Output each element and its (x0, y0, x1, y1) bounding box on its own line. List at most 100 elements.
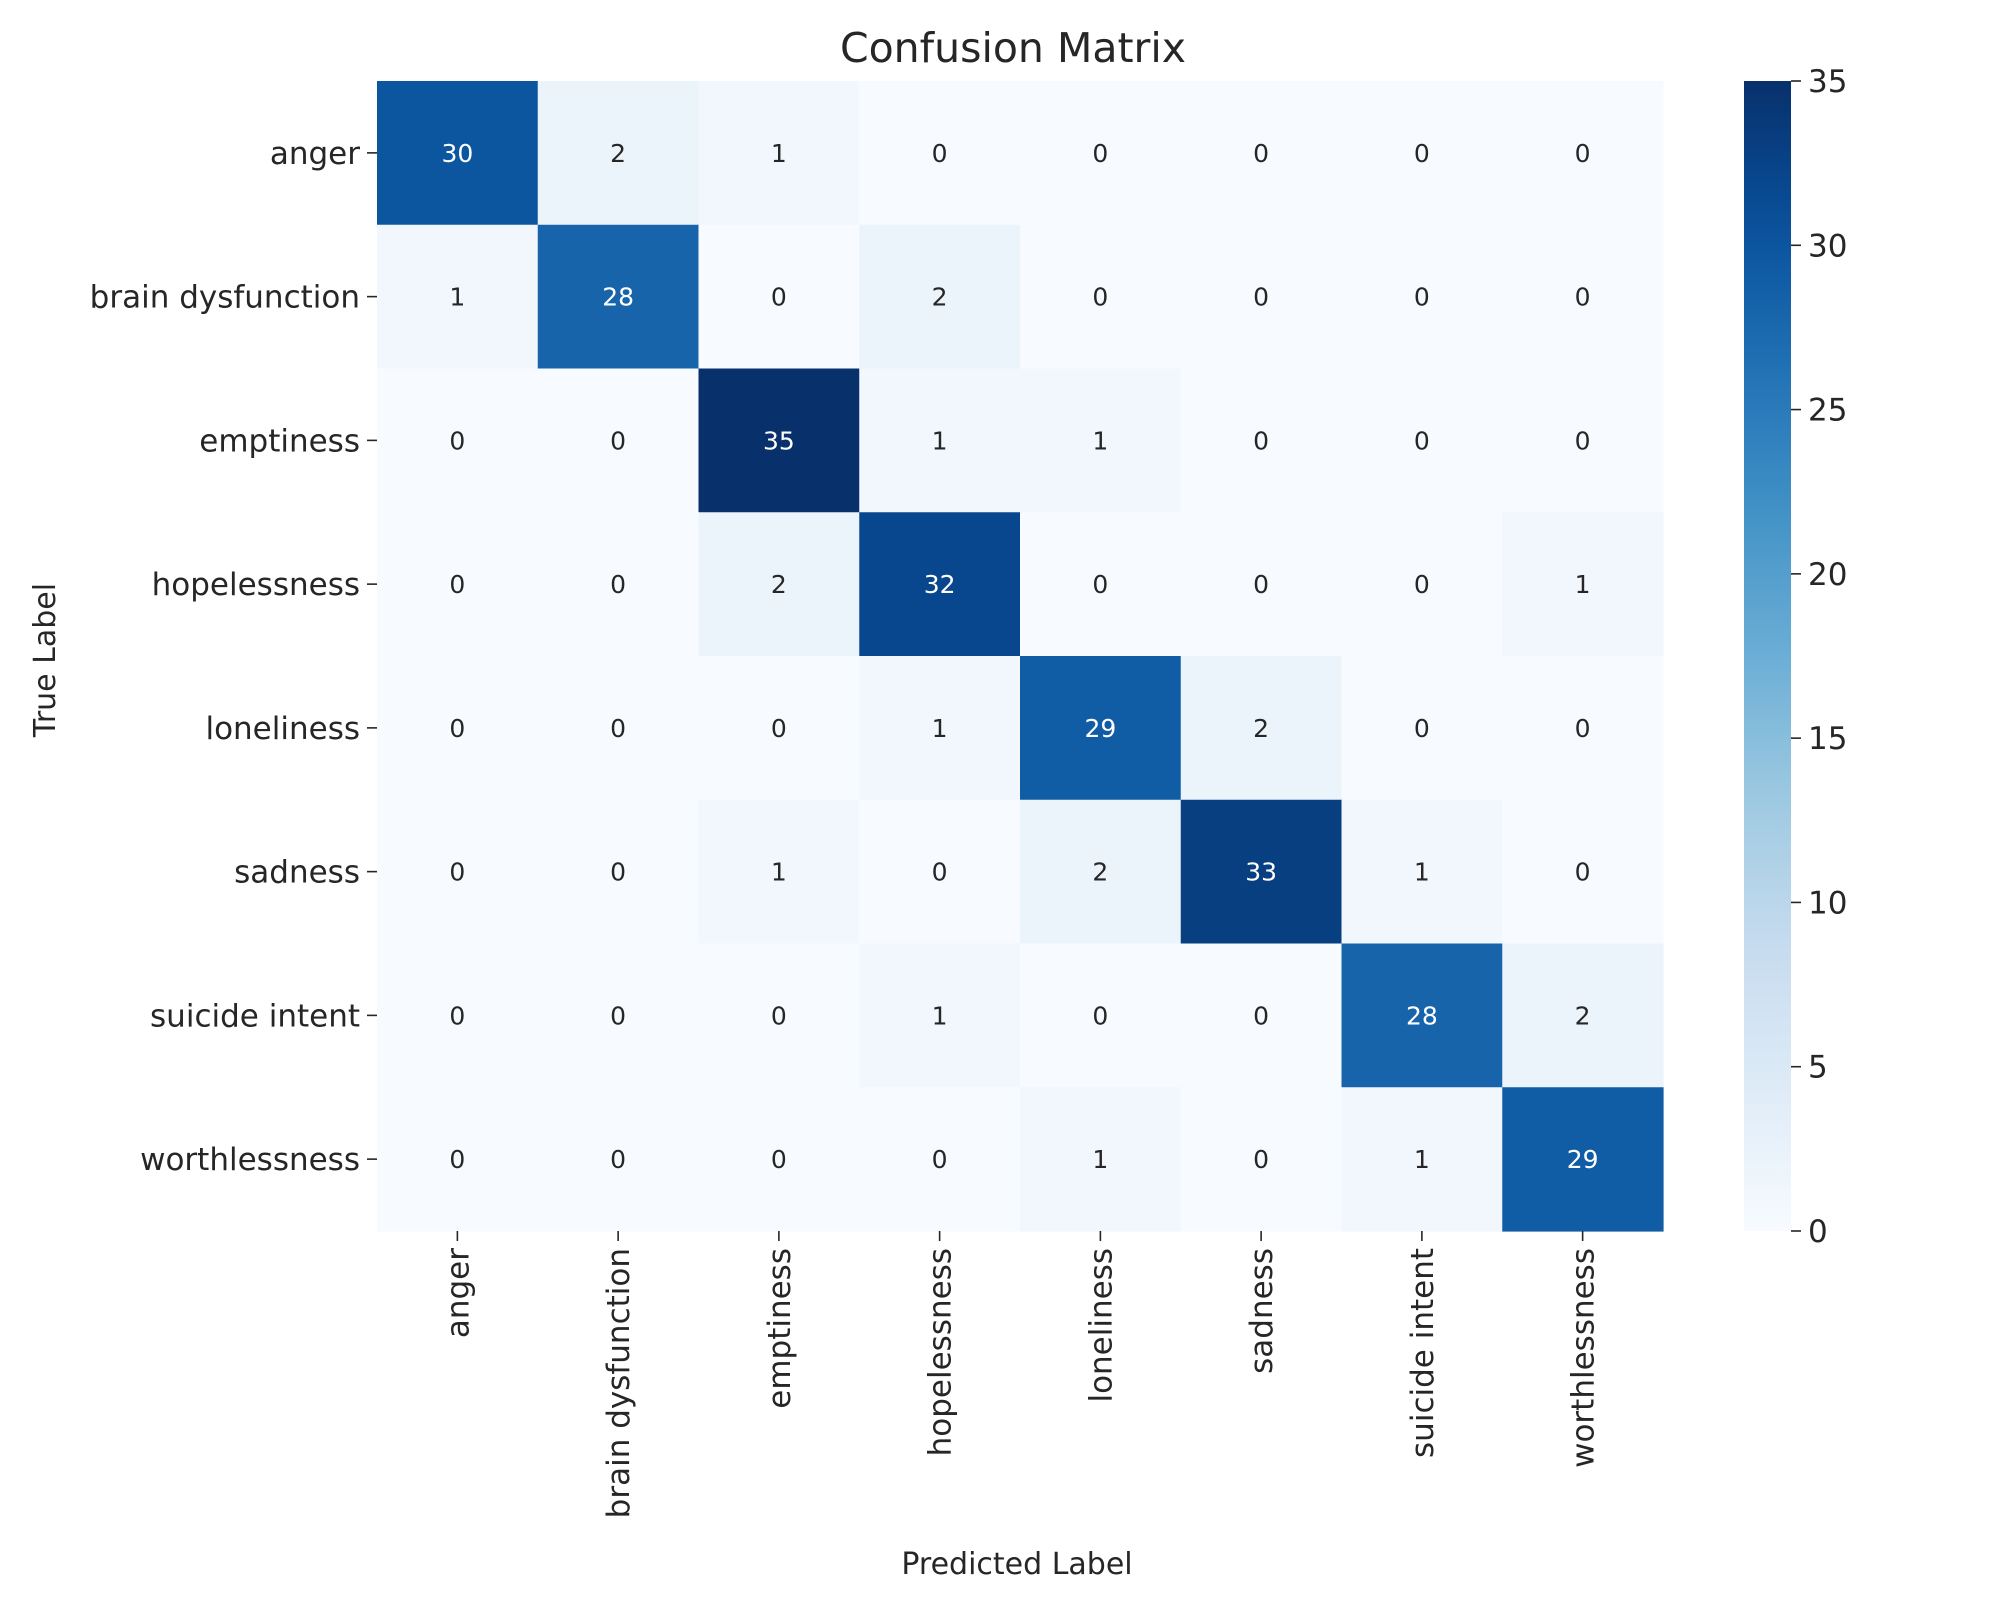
heatmap-cell (537, 512, 700, 657)
y-tick-label: brain dysfunction (90, 280, 360, 316)
heatmap-cell (537, 1087, 700, 1232)
x-tick-label: emptiness (762, 1248, 798, 1409)
cell-value-label: 0 (771, 283, 787, 312)
heatmap-cell (1180, 1087, 1343, 1232)
cell-value-label: 1 (1092, 1145, 1108, 1174)
heatmap-cell (1180, 368, 1343, 513)
heatmap-cell (1180, 656, 1343, 801)
cell-value-label: 0 (1253, 283, 1269, 312)
x-axis-ticks: anger brain dysfunction emptiness hopelessn… (440, 1231, 1602, 1518)
cell-value-label: 2 (1253, 714, 1269, 743)
cell-value-label: 0 (610, 426, 626, 455)
heatmap-cell (1341, 943, 1503, 1088)
cell-value-label: 1 (1414, 858, 1430, 887)
cell-value-label: 0 (449, 570, 465, 599)
cell-value-label: 0 (1092, 139, 1108, 168)
heatmap-cell (698, 368, 860, 513)
y-tick-label: sadness (234, 855, 360, 891)
heatmap-cell (1020, 656, 1182, 801)
cell-value-label: 0 (1092, 283, 1108, 312)
y-axis-label: True Label (28, 583, 63, 738)
cell-value-label: 0 (932, 1145, 948, 1174)
y-tick-label: worthlessness (140, 1142, 360, 1178)
cell-value-label: 0 (932, 139, 948, 168)
colorbar-tick-label: 15 (1808, 721, 1847, 757)
cell-value-label: 0 (610, 1145, 626, 1174)
heatmap-cell (698, 799, 860, 945)
heatmap-cell (537, 368, 700, 513)
heatmap-cell (1341, 81, 1503, 226)
cell-value-label: 0 (610, 1001, 626, 1030)
heatmap-cell (859, 368, 1021, 513)
cell-value-label: 0 (1253, 1001, 1269, 1030)
cell-value-label: 0 (1253, 426, 1269, 455)
y-tick-label: anger (270, 136, 360, 172)
heatmap-cell (1020, 512, 1182, 657)
heatmap-cell (537, 799, 700, 945)
heatmap-cell (1502, 943, 1664, 1088)
heatmap-cell (859, 656, 1021, 801)
heatmap-cell (377, 656, 539, 801)
cell-value-label: 1 (1414, 1145, 1430, 1174)
heatmap-cell (377, 943, 539, 1088)
x-tick-label: worthlessness (1566, 1248, 1602, 1468)
heatmap-cell (537, 656, 700, 801)
heatmap-cell (537, 943, 700, 1088)
cell-value-label: 0 (1253, 1145, 1269, 1174)
cell-value-label: 0 (449, 1145, 465, 1174)
colorbar-tick-label: 30 (1808, 228, 1847, 264)
cell-value-label: 0 (1253, 139, 1269, 168)
x-tick-label: anger (440, 1248, 476, 1338)
x-tick-label: hopelessness (923, 1248, 959, 1456)
heatmap-cell (1502, 1087, 1664, 1232)
cell-value-label: 0 (771, 1145, 787, 1174)
heatmap-cell (1502, 224, 1664, 370)
heatmap-cell (859, 224, 1021, 370)
heatmap-cell (1180, 81, 1343, 226)
heatmap-cell (1020, 368, 1182, 513)
cell-value-label: 29 (1567, 1145, 1599, 1174)
cell-value-label: 29 (1084, 714, 1116, 743)
cell-value-label: 0 (1575, 283, 1591, 312)
cell-value-label: 0 (771, 1001, 787, 1030)
heatmap-cell (1502, 799, 1664, 945)
cell-value-label: 0 (1092, 570, 1108, 599)
cell-value-label: 1 (932, 1001, 948, 1030)
heatmap-cell (859, 943, 1021, 1088)
heatmap-cell (1020, 943, 1182, 1088)
cell-value-label: 0 (1575, 714, 1591, 743)
cell-value-label: 2 (1575, 1001, 1591, 1030)
cell-value-label: 0 (449, 1001, 465, 1030)
cell-value-label: 1 (932, 426, 948, 455)
heatmap-cell (1341, 1087, 1503, 1232)
heatmap-cell (698, 224, 860, 370)
cell-value-label: 35 (763, 426, 795, 455)
cell-value-label: 0 (1414, 570, 1430, 599)
heatmap-cell (859, 81, 1021, 226)
cell-value-label: 1 (1575, 570, 1591, 599)
cell-value-label: 33 (1245, 858, 1277, 887)
colorbar-tick-label: 35 (1808, 64, 1847, 100)
heatmap-cell (698, 943, 860, 1088)
heatmap-cell (859, 799, 1021, 945)
cell-value-label: 0 (449, 858, 465, 887)
x-tick-label: loneliness (1083, 1248, 1119, 1403)
cell-value-label: 0 (449, 714, 465, 743)
y-tick-label: hopelessness (152, 567, 360, 603)
cell-value-label: 2 (1092, 858, 1108, 887)
cell-value-label: 0 (1414, 283, 1430, 312)
x-tick-label: suicide intent (1405, 1248, 1441, 1458)
cell-value-label: 0 (610, 714, 626, 743)
heatmap-cell (1502, 81, 1664, 226)
heatmap-cell (1341, 368, 1503, 513)
cell-value-label: 28 (1406, 1001, 1438, 1030)
cell-value-label: 0 (610, 858, 626, 887)
heatmap-cell (1341, 224, 1503, 370)
cell-value-label: 0 (771, 714, 787, 743)
cell-value-label: 1 (771, 858, 787, 887)
heatmap-cell (698, 1087, 860, 1232)
cell-value-label: 2 (771, 570, 787, 599)
heatmap-cell (537, 224, 700, 370)
heatmap-cell (1180, 943, 1343, 1088)
